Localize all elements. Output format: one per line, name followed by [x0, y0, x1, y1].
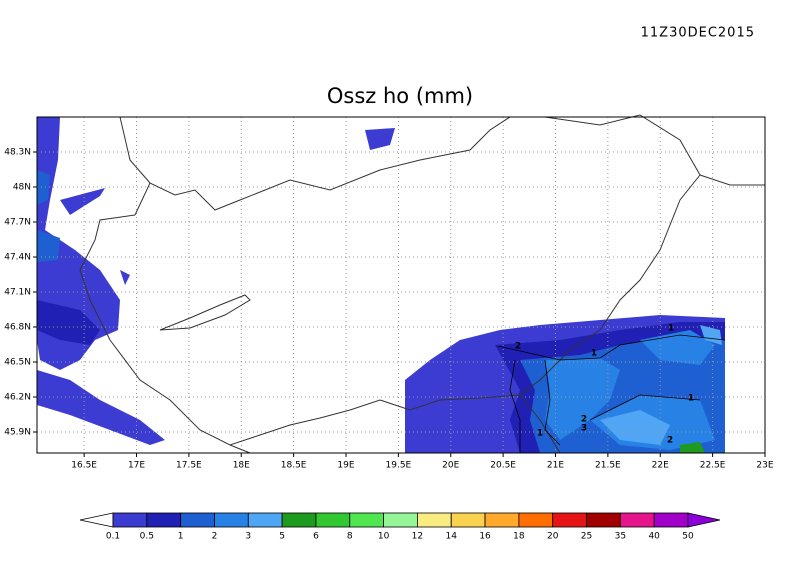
contour-line — [497, 334, 726, 453]
colorbar-label: 5 — [279, 532, 285, 542]
colorbar-box — [247, 512, 283, 528]
colorbar-label: 1 — [178, 532, 184, 542]
colorbar-label: 25 — [581, 532, 592, 542]
precip-areas — [37, 117, 725, 453]
colorbar-box — [586, 512, 621, 528]
x-tick-label: 23E — [756, 461, 773, 471]
precip-area — [37, 370, 165, 445]
colorbar-box — [281, 512, 317, 528]
contour-label: 1 — [591, 349, 597, 359]
y-tick-label: 48N — [13, 183, 31, 193]
borders — [79, 114, 765, 454]
colorbar-arrow — [687, 512, 721, 528]
colorbar: 0.1 0.5 1 2 3 5 6 8 10 12 14 16 18 20 25 35 40 50 — [79, 512, 721, 542]
colorbar-label: 40 — [648, 532, 660, 542]
precip-area — [600, 325, 722, 445]
y-tick-label: 45.9N — [4, 428, 31, 438]
colorbar-label: 12 — [412, 532, 423, 542]
contour-label: 2 — [515, 342, 521, 352]
precip-area — [37, 170, 60, 262]
y-tick-label: 47.7N — [4, 218, 31, 228]
y-tick-label: 48.3N — [4, 148, 31, 158]
x-tick-label: 20.5E — [490, 461, 516, 471]
contour-label: 1 — [688, 394, 694, 404]
colorbar-box — [450, 512, 486, 528]
country-border — [119, 116, 765, 454]
x-tick-label: 17.5E — [176, 461, 202, 471]
colorbar-box — [417, 512, 452, 528]
y-tick-label: 46.2N — [4, 393, 31, 403]
y-tick-label: 47.1N — [4, 288, 31, 298]
x-tick-label: 21E — [547, 461, 564, 471]
contour-label: 1 — [537, 429, 543, 439]
contours — [497, 334, 726, 453]
x-tick-label: 17E — [128, 461, 145, 471]
x-tick-label: 20E — [442, 461, 459, 471]
colorbar-box — [214, 512, 249, 528]
x-tick-label: 21.5E — [595, 461, 621, 471]
contour-label: 2 — [581, 415, 587, 425]
colorbar-arrow — [79, 512, 114, 528]
colorbar-box — [146, 512, 182, 528]
timestamp: 11Z30DEC2015 — [641, 26, 755, 41]
colorbar-label: 0.5 — [140, 532, 154, 542]
contour-label: 2 — [667, 436, 673, 446]
y-tick-label: 46.8N — [4, 323, 31, 333]
colorbar-label: 6 — [313, 532, 319, 542]
colorbar-label: 18 — [513, 532, 525, 542]
colorbar-label: 50 — [682, 532, 694, 542]
y-tick-label: 47.4N — [4, 253, 31, 263]
x-tick-label: 22.5E — [700, 461, 726, 471]
precip-area — [680, 442, 705, 453]
colorbar-label: 8 — [347, 532, 353, 542]
contour-line — [544, 359, 701, 446]
colorbar-label: 20 — [547, 532, 559, 542]
colorbar-box — [349, 512, 384, 528]
colorbar-box — [619, 512, 655, 528]
contour-label: 3 — [581, 424, 587, 434]
lake-balaton — [159, 294, 251, 331]
x-tick-label: 19E — [337, 461, 354, 471]
x-tick-label: 18E — [233, 461, 250, 471]
colorbar-box — [653, 512, 689, 528]
colorbar-label: 2 — [212, 532, 218, 542]
y-tick-label: 46.5N — [4, 358, 31, 368]
plot: 2 1 1 1 2 3 1 2 16.5E 17E 17.5E 18E 18.5E 19E… — [4, 114, 774, 471]
colorbar-label: 0.1 — [106, 532, 120, 542]
colorbar-box — [383, 512, 418, 528]
country-border — [79, 114, 701, 446]
x-tick-label: 22E — [652, 461, 669, 471]
colorbar-box — [112, 512, 148, 528]
map-title: Ossz ho (mm) — [327, 84, 473, 108]
colorbar-label: 10 — [378, 532, 390, 542]
colorbar-label: 14 — [446, 532, 458, 542]
plot-frame — [36, 116, 766, 454]
x-tick-label: 19.5E — [386, 461, 412, 471]
x-tick-label: 16.5E — [71, 461, 97, 471]
colorbar-box — [180, 512, 215, 528]
contour-labels: 2 1 1 1 2 3 1 2 — [515, 324, 694, 446]
colorbar-label: 3 — [245, 532, 251, 542]
colorbar-label: 16 — [479, 532, 491, 542]
colorbar-label: 35 — [615, 532, 626, 542]
contour-label: 1 — [668, 324, 674, 334]
precip-area — [545, 330, 715, 450]
colorbar-box — [484, 512, 520, 528]
colorbar-box — [552, 512, 587, 528]
x-tick-label: 18.5E — [281, 461, 307, 471]
colorbar-box — [518, 512, 554, 528]
colorbar-box — [315, 512, 351, 528]
